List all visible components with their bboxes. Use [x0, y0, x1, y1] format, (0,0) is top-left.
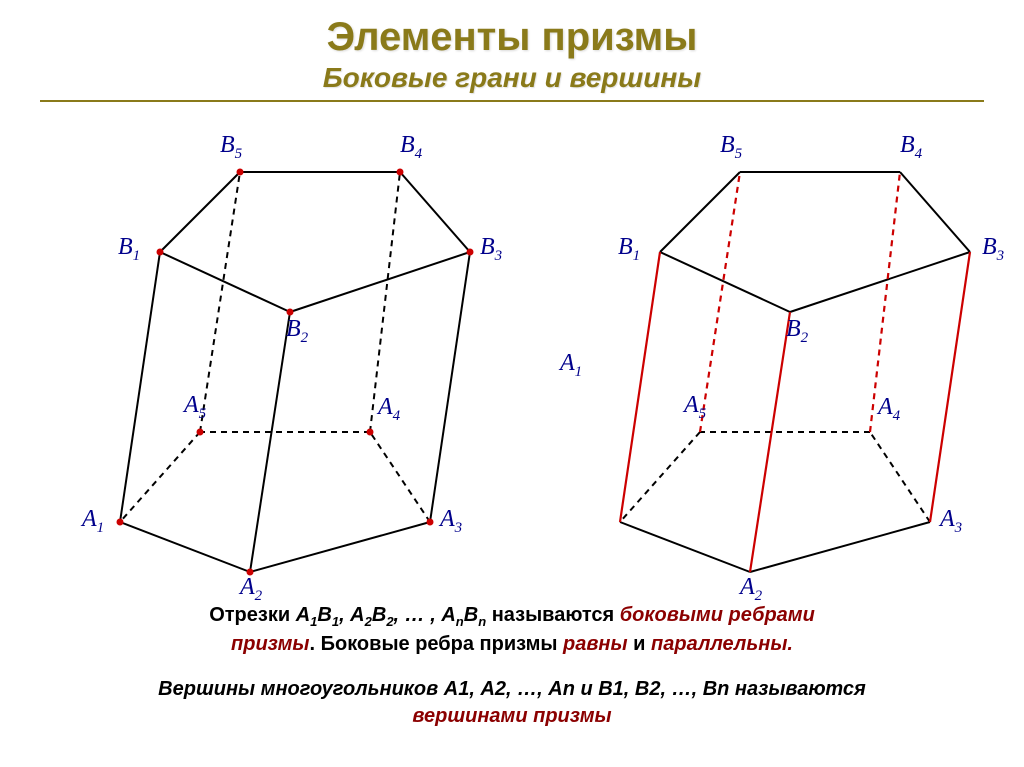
vertex-label-A2: A2 [740, 574, 762, 605]
vertex-label-B4: B4 [400, 132, 422, 163]
vertex-label-B1: B1 [618, 234, 640, 265]
caption-line-2: призмы. Боковые ребра призмы равны и пар… [50, 631, 974, 658]
page-title-sub: Боковые грани и вершины [0, 62, 1024, 94]
vertex-label-A3: A3 [440, 506, 462, 537]
vertex-label-A5: A5 [184, 392, 206, 423]
vertex-label-A4: A4 [378, 394, 400, 425]
vertex-label-A5: A5 [684, 392, 706, 423]
prism-svg [0, 102, 1024, 602]
vertex-label-B4: B4 [900, 132, 922, 163]
vertex-label-A4: A4 [878, 394, 900, 425]
vertex-label-B1: B1 [118, 234, 140, 265]
caption-block: Отрезки А1В1, А2В2, … , АnВn называются … [0, 602, 1024, 730]
vertex-label-B2: B2 [286, 316, 308, 347]
caption-line-4: вершинами призмы [50, 703, 974, 730]
vertex-label-B3: B3 [982, 234, 1004, 265]
vertex-label-B3: B3 [480, 234, 502, 265]
caption-line-3: Вершины многоугольников А1, А2, …, Аn и … [50, 676, 974, 703]
vertex-label-B2: B2 [786, 316, 808, 347]
vertex-label-B5: B5 [220, 132, 242, 163]
vertex-label-A3: A3 [940, 506, 962, 537]
page-title-main: Элементы призмы [0, 14, 1024, 60]
vertex-label-B5: B5 [720, 132, 742, 163]
vertex-label-A1: A1 [560, 350, 582, 381]
vertex-label-A1: A1 [82, 506, 104, 537]
vertex-label-A2: A2 [240, 574, 262, 605]
diagram-stage: A1 A2 A3 A4 A5 B1 B2 B3 B4 B5 A1 A2 A3 A4 A5 B1 B2 B3 B4 B5 [0, 102, 1024, 602]
